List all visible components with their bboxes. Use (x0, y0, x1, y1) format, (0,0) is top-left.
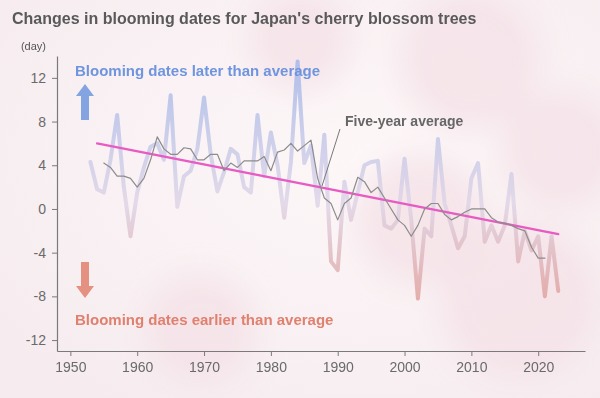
title: Changes in blooming dates for Japan's ch… (12, 10, 476, 27)
tick-mark (471, 351, 472, 356)
arrow-up (76, 84, 94, 120)
y-axis: -12 -8 -4 0 4 8 12 (26, 57, 58, 352)
tick-mark (538, 351, 539, 356)
tick: 2020 (523, 351, 554, 375)
tick-mark (52, 209, 57, 210)
tick-label: 12 (30, 70, 46, 86)
tick: 1990 (323, 351, 354, 375)
series-label: Five-year average (345, 113, 464, 129)
arrows (76, 84, 94, 298)
blossom-blob (145, 275, 255, 385)
plot-area (90, 61, 558, 298)
tick-label: 8 (38, 114, 46, 130)
tick-label: 4 (38, 157, 46, 173)
tick-label: 1980 (256, 359, 287, 375)
tick-label: 0 (38, 201, 46, 217)
label-leader (322, 129, 340, 186)
tick-mark (52, 340, 57, 341)
tick: 8 (38, 114, 57, 130)
annotation: Blooming dates earlier than average (75, 311, 333, 328)
tick-mark (271, 351, 272, 356)
tick-mark (204, 351, 205, 356)
tick-label: 2000 (389, 359, 420, 375)
tick: 2010 (456, 351, 487, 375)
tick-label: 2020 (523, 359, 554, 375)
tick: 0 (38, 201, 57, 217)
blossom-blob (500, 90, 600, 210)
tick-label: 1970 (189, 359, 220, 375)
annotation: Blooming dates later than average (75, 62, 320, 79)
tick-label: 1960 (122, 359, 153, 375)
y-axis-label: (day) (21, 40, 46, 52)
tick-mark (52, 122, 57, 123)
arrow-down (76, 262, 94, 298)
tick: -12 (26, 332, 57, 348)
x-axis: 1950 1960 1970 1980 1990 2000 2010 2020 (55, 351, 585, 375)
tick-label: -12 (26, 332, 46, 348)
five-year-average-line (104, 137, 545, 258)
tick-mark (52, 296, 57, 297)
tick: 4 (38, 157, 57, 173)
tick-label: 2010 (456, 359, 487, 375)
yearly-line (90, 61, 558, 298)
tick: 12 (30, 70, 57, 86)
chart: Changes in blooming dates for Japan's ch… (0, 0, 600, 398)
tick-mark (70, 351, 71, 356)
tick-mark (137, 351, 138, 356)
tick-mark (52, 78, 57, 79)
axis-line (58, 351, 586, 352)
tick-label: 1990 (323, 359, 354, 375)
tick: 1980 (256, 351, 287, 375)
tick: -8 (34, 288, 57, 304)
tick-mark (338, 351, 339, 356)
tick: 2000 (389, 351, 420, 375)
tick: 1950 (55, 351, 86, 375)
tick: 1960 (122, 351, 153, 375)
tick: 1970 (189, 351, 220, 375)
axis-line (57, 57, 58, 352)
tick-label: -4 (34, 245, 47, 261)
tick-mark (52, 165, 57, 166)
tick-mark (52, 253, 57, 254)
tick-mark (405, 351, 406, 356)
tick: -4 (34, 245, 57, 261)
trend-line (97, 143, 558, 234)
tick-label: -8 (34, 288, 47, 304)
tick-label: 1950 (55, 359, 86, 375)
